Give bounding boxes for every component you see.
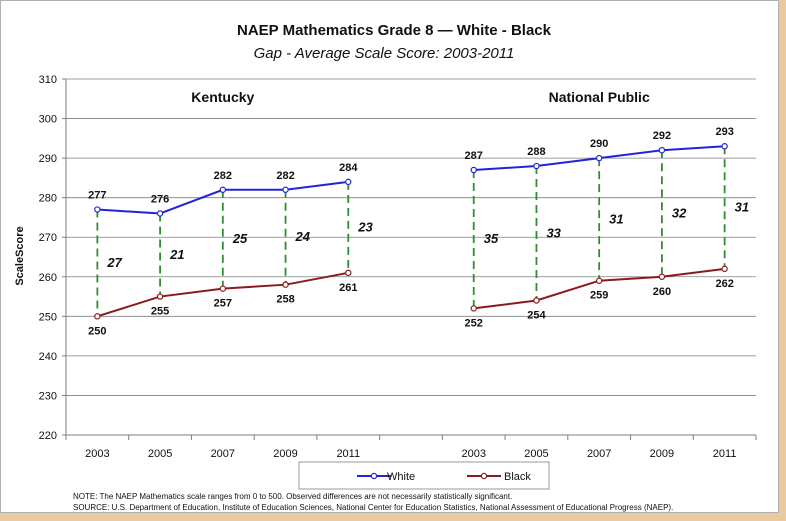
legend-black-marker (480, 472, 488, 480)
data-point-white (595, 154, 603, 162)
gap-label: 25 (232, 231, 248, 246)
data-point-white (470, 166, 477, 174)
data-point-black (721, 265, 728, 273)
gap-label: 31 (735, 200, 749, 215)
y-axis-label: ScaleScore (14, 226, 26, 285)
x-tick-label: 2005 (148, 448, 172, 460)
data-point-black (219, 285, 227, 292)
x-tick-label: 2005 (524, 448, 548, 460)
gap-label: 24 (295, 229, 311, 244)
panel-title: Kentucky (191, 89, 254, 105)
data-label-white: 276 (151, 193, 169, 205)
gap-label: 27 (106, 255, 122, 270)
data-label-white: 288 (527, 146, 545, 158)
source-text: SOURCE: U.S. Department of Education, In… (73, 503, 673, 512)
data-label-white: 282 (214, 170, 232, 182)
data-label-black: 254 (527, 310, 546, 322)
data-label-white: 284 (339, 162, 358, 174)
data-label-white: 293 (715, 126, 733, 138)
x-tick-label: 2009 (273, 448, 297, 460)
data-point-black (94, 313, 101, 320)
chart-frame: NAEP Mathematics Grade 8 — White - Black… (0, 0, 779, 513)
data-label-black: 257 (214, 298, 232, 310)
data-point-white (533, 162, 540, 170)
data-label-white: 292 (653, 130, 671, 142)
axis-layer: 220 230 240 250 260 270 280 290 300 310 2003 2005 20… (39, 74, 757, 460)
data-label-white: 277 (88, 190, 106, 202)
data-point-black (470, 305, 477, 312)
data-point-white (345, 178, 352, 186)
data-point-white (658, 146, 666, 154)
x-tick-label: 2007 (587, 448, 611, 460)
series-layer (94, 143, 728, 320)
grid-layer (66, 78, 756, 396)
data-label-white: 282 (276, 170, 294, 182)
gap-label: 32 (672, 205, 687, 220)
data-point-black (595, 277, 603, 284)
data-point-black (282, 281, 289, 288)
data-point-white (94, 206, 101, 213)
series-line-black (473, 267, 725, 310)
gap-label: 35 (484, 231, 499, 246)
data-point-black (156, 293, 164, 300)
y-tick-label: 310 (39, 74, 57, 86)
data-label-black: 258 (276, 294, 294, 306)
x-tick-label: 2003 (461, 448, 485, 460)
data-label-black: 261 (339, 282, 357, 294)
data-label-black: 260 (653, 286, 671, 298)
y-tick-label: 300 (39, 114, 57, 126)
y-tick-label: 240 (39, 351, 57, 363)
legend-black-label: Black (504, 471, 531, 483)
y-tick-label: 220 (39, 430, 57, 442)
data-label-black: 252 (465, 317, 483, 329)
gap-label: 23 (357, 219, 373, 234)
data-label-black: 262 (715, 278, 733, 290)
panel-title: National Public (549, 89, 650, 105)
series-line-black (97, 271, 349, 318)
data-label-black: 259 (590, 290, 608, 302)
data-label-white: 290 (590, 138, 608, 150)
chart-title: NAEP Mathematics Grade 8 — White - Black (237, 22, 552, 39)
label-layer: Kentucky 27 21 25 24 23 277 276 282 282 284 250 255 2… (88, 89, 749, 337)
y-tick-label: 250 (39, 311, 57, 323)
y-tick-label: 230 (39, 390, 57, 402)
data-point-white (219, 186, 227, 193)
y-tick-label: 280 (39, 193, 57, 205)
data-label-white: 287 (465, 150, 483, 162)
y-tick-label: 290 (39, 153, 57, 165)
y-tick-label: 260 (39, 272, 57, 284)
data-point-black (533, 297, 540, 304)
gap-layer (96, 146, 726, 317)
legend-white-marker (370, 472, 378, 480)
legend-box (298, 461, 550, 490)
x-tick-label: 2003 (85, 448, 109, 460)
x-tick-label: 2011 (336, 448, 360, 460)
gap-label: 21 (169, 247, 184, 262)
data-label-black: 250 (88, 325, 106, 337)
gap-label: 33 (546, 225, 561, 240)
chart-subtitle: Gap - Average Scale Score: 2003-2011 (254, 45, 515, 62)
x-tick-label: 2011 (713, 448, 737, 460)
y-tick-label: 270 (39, 232, 57, 244)
gap-label: 31 (609, 211, 623, 226)
x-tick-label: 2007 (211, 448, 235, 460)
data-point-black (658, 273, 666, 280)
legend-white-label: White (387, 471, 415, 483)
chart-svg: NAEP Mathematics Grade 8 — White - Black… (14, 22, 757, 512)
data-point-white (721, 143, 728, 150)
legend: White Black (298, 461, 550, 490)
data-point-black (345, 269, 352, 277)
data-label-black: 255 (151, 306, 169, 318)
x-tick-label: 2009 (650, 448, 674, 460)
data-point-white (282, 186, 289, 193)
data-point-white (156, 210, 164, 217)
note-text: NOTE: The NAEP Mathematics scale ranges … (73, 492, 512, 501)
